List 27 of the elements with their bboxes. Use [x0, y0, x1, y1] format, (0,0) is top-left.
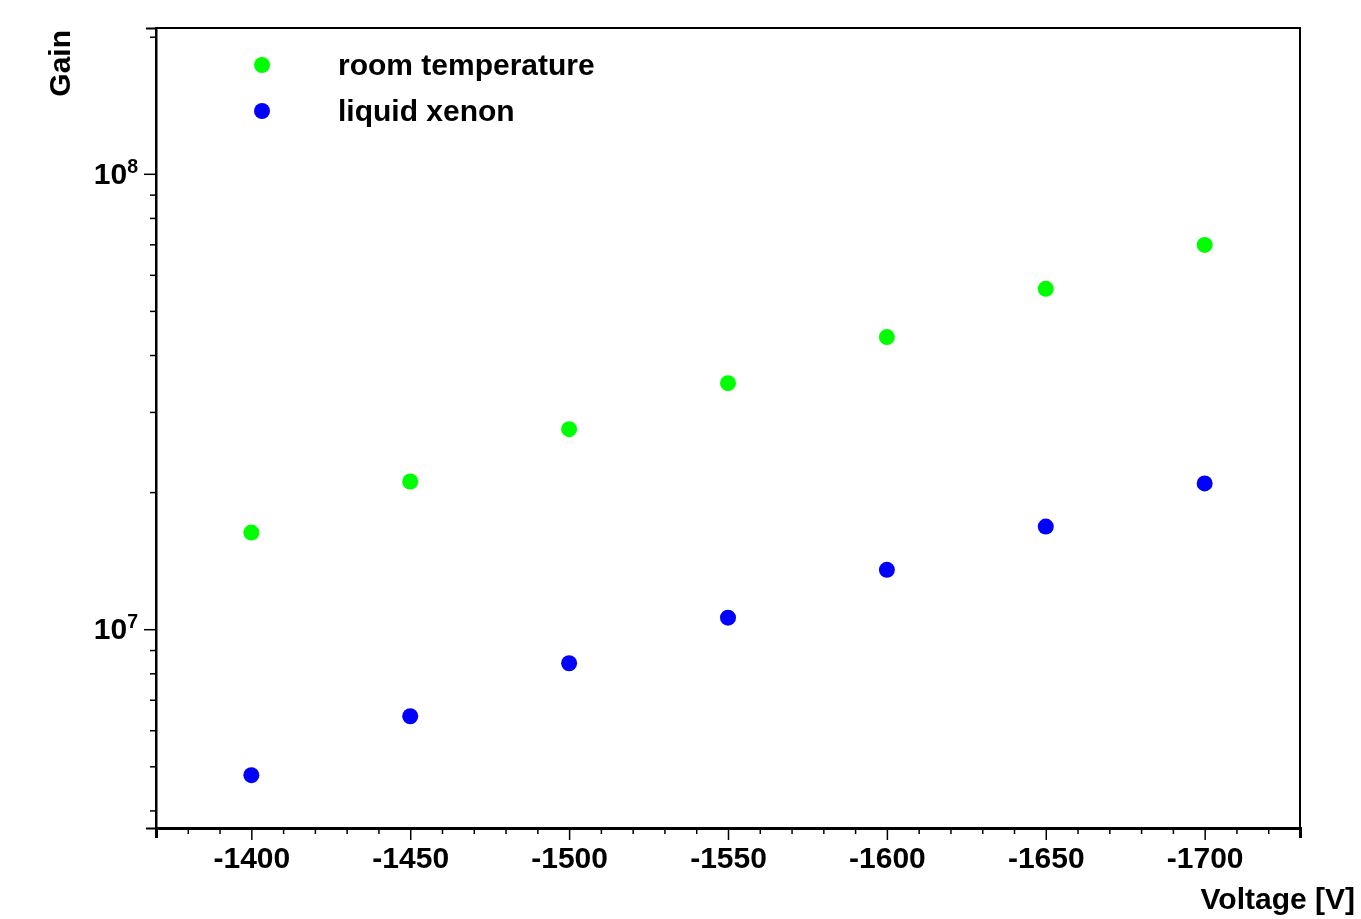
y-tick-label: 10$^{7}$: [93, 610, 138, 646]
point: [243, 524, 260, 541]
point: [1196, 236, 1213, 253]
point: [720, 609, 736, 626]
point: [561, 655, 578, 672]
point: [878, 561, 895, 578]
y-axis-title: Gain: [43, 30, 76, 97]
point: [243, 767, 260, 784]
point: [1037, 518, 1054, 535]
point: [878, 329, 895, 346]
x-tick-label: -1600: [849, 841, 926, 874]
x-tick-label: -1550: [690, 841, 767, 874]
x-tick-label: -1650: [1007, 841, 1085, 874]
x-tick-label: -1700: [1166, 841, 1244, 874]
x-tick-label: -1450: [372, 841, 450, 874]
point: [561, 421, 578, 438]
legend-label: room temperature: [338, 48, 595, 81]
x-tick-label: -1400: [213, 841, 291, 874]
point: [720, 375, 736, 392]
point: [402, 473, 419, 490]
y-tick-label: 10$^{8}$: [93, 154, 139, 190]
point: [1196, 475, 1213, 492]
x-axis-title: Voltage [V]: [1200, 882, 1355, 915]
x-tick-label: -1500: [531, 841, 608, 874]
point: [1037, 280, 1054, 297]
legend-label: liquid xenon: [338, 94, 515, 127]
point: [402, 708, 419, 725]
